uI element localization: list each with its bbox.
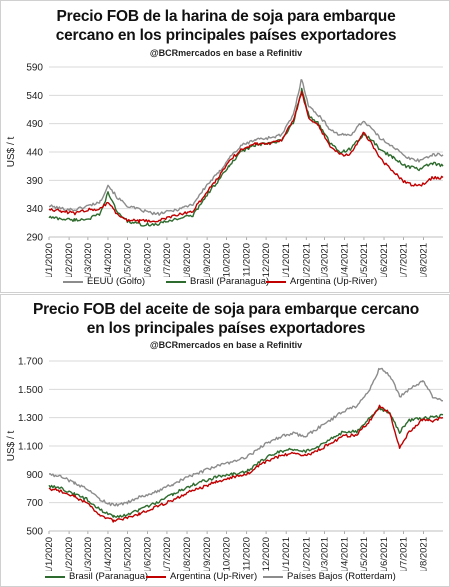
y-tick-label: 390 bbox=[26, 176, 43, 187]
x-tick-label: 1/5/2021 bbox=[359, 537, 370, 571]
chart-subtitle: @BCRmercados en base a Refinitiv bbox=[149, 340, 303, 350]
y-tick-label: 490 bbox=[26, 119, 43, 130]
x-tick-label: 1/3/2020 bbox=[83, 243, 94, 277]
y-tick-label: 1.700 bbox=[18, 357, 43, 368]
legend-item: Brasil (Paranagua) bbox=[45, 571, 148, 582]
x-tick-label: 1/12/2020 bbox=[261, 537, 272, 571]
legend-swatch bbox=[45, 575, 65, 578]
legend-label: Argentina (Up-River) bbox=[290, 276, 378, 287]
x-tick-label: 1/11/2020 bbox=[242, 243, 253, 277]
chart-title-line-2: cercano en los principales países export… bbox=[55, 27, 397, 44]
x-tick-label: 1/6/2021 bbox=[379, 243, 390, 277]
legend-swatch bbox=[146, 575, 166, 578]
y-tick-label: 1.300 bbox=[18, 413, 43, 424]
x-tick-label: 1/2/2021 bbox=[301, 537, 312, 571]
oil-price-chart: 500 700 900 1.100 1.300 1.500 1.700 US$ / t 1/1/… bbox=[6, 357, 444, 571]
y-tick-label: 500 bbox=[26, 527, 43, 538]
x-tick-label: 1/6/2021 bbox=[379, 537, 390, 571]
y-tick-label: 1.100 bbox=[18, 442, 43, 453]
legend-item: EEUU (Golfo) bbox=[63, 276, 145, 287]
series-line bbox=[48, 406, 444, 519]
oil-price-chart-panel: Precio FOB del aceite de soja para embar… bbox=[0, 294, 450, 587]
chart-legend: Brasil (Paranagua) Argentina (Up-River) Pa… bbox=[1, 571, 450, 585]
meal-price-chart-panel: Precio FOB de la harina de soja para emb… bbox=[0, 0, 450, 293]
y-tick-label: 340 bbox=[26, 204, 43, 215]
x-tick-label: 1/4/2021 bbox=[340, 537, 351, 571]
x-tick-label: 1/3/2020 bbox=[83, 537, 94, 571]
legend-swatch bbox=[63, 280, 83, 283]
series-line bbox=[48, 87, 444, 227]
y-tick-label: 440 bbox=[26, 148, 43, 159]
y-tick-label: 900 bbox=[26, 470, 43, 481]
y-tick-label: 1.500 bbox=[18, 385, 43, 396]
meal-price-chart: 290 340 390 440 490 540 590 US$ / t 1/1/2020 1/2/… bbox=[6, 63, 444, 277]
x-tick-label: 1/9/2020 bbox=[202, 537, 213, 571]
y-tick-label: 290 bbox=[26, 233, 43, 244]
series-line bbox=[48, 90, 444, 224]
x-tick-label: 1/10/2020 bbox=[222, 243, 233, 277]
series-line bbox=[48, 367, 444, 507]
x-tick-label: 1/6/2020 bbox=[143, 243, 154, 277]
legend-label: Brasil (Paranagua) bbox=[69, 571, 149, 582]
x-tick-label: 1/4/2021 bbox=[340, 243, 351, 277]
y-axis-label: US$ / t bbox=[6, 431, 17, 462]
chart-title-line-2: en los principales países exportadores bbox=[86, 320, 366, 337]
x-tick-label: 1/8/2020 bbox=[182, 243, 193, 277]
x-tick-label: 1/7/2021 bbox=[398, 243, 409, 277]
x-tick-label: 1/1/2021 bbox=[281, 243, 292, 277]
x-tick-label: 1/10/2020 bbox=[222, 537, 233, 571]
legend-item: Brasil (Paranagua) bbox=[166, 276, 269, 287]
legend-label: Brasil (Paranagua) bbox=[190, 276, 270, 287]
chart-subtitle: @BCRmercados en base a Refinitiv bbox=[149, 48, 303, 58]
x-tick-label: 1/11/2020 bbox=[242, 537, 253, 571]
x-tick-label: 1/1/2021 bbox=[281, 537, 292, 571]
legend-swatch bbox=[166, 280, 186, 283]
x-tick-label: 1/5/2020 bbox=[122, 537, 133, 571]
legend-label: Argentina (Up-River) bbox=[170, 571, 258, 582]
x-tick-label: 1/1/2020 bbox=[44, 243, 55, 277]
x-tick-label: 1/7/2020 bbox=[162, 243, 173, 277]
chart-title-line-1: Precio FOB de la harina de soja para emb… bbox=[56, 8, 396, 25]
y-tick-label: 590 bbox=[26, 63, 43, 74]
x-tick-label: 1/2/2020 bbox=[64, 243, 75, 277]
legend-label: Países Bajos (Rotterdam) bbox=[287, 571, 396, 582]
chart-legend: EEUU (Golfo) Brasil (Paranagua) Argentina … bbox=[1, 276, 450, 290]
legend-swatch bbox=[263, 575, 283, 578]
x-tick-label: 1/3/2021 bbox=[319, 243, 330, 277]
x-tick-label: 1/12/2020 bbox=[261, 243, 272, 277]
x-tick-label: 1/2/2021 bbox=[301, 243, 312, 277]
series-line bbox=[48, 79, 444, 216]
y-tick-label: 700 bbox=[26, 498, 43, 509]
x-tick-label: 1/8/2021 bbox=[419, 243, 430, 277]
x-tick-label: 1/4/2020 bbox=[103, 537, 114, 571]
x-tick-label: 1/7/2020 bbox=[162, 537, 173, 571]
series-line bbox=[48, 404, 444, 523]
legend-item: Países Bajos (Rotterdam) bbox=[263, 571, 396, 582]
legend-label: EEUU (Golfo) bbox=[87, 276, 146, 287]
x-tick-label: 1/7/2021 bbox=[398, 537, 409, 571]
legend-swatch bbox=[266, 280, 286, 283]
legend-item: Argentina (Up-River) bbox=[266, 276, 377, 287]
x-tick-label: 1/9/2020 bbox=[202, 243, 213, 277]
x-tick-label: 1/1/2020 bbox=[44, 537, 55, 571]
y-axis-label: US$ / t bbox=[6, 137, 17, 168]
chart-title-line-1: Precio FOB del aceite de soja para embar… bbox=[32, 301, 420, 318]
x-tick-label: 1/5/2020 bbox=[122, 243, 133, 277]
x-tick-label: 1/5/2021 bbox=[359, 243, 370, 277]
y-tick-label: 540 bbox=[26, 91, 43, 102]
x-tick-label: 1/4/2020 bbox=[103, 243, 114, 277]
x-tick-label: 1/8/2020 bbox=[182, 537, 193, 571]
x-tick-label: 1/8/2021 bbox=[419, 537, 430, 571]
legend-item: Argentina (Up-River) bbox=[146, 571, 257, 582]
x-tick-label: 1/2/2020 bbox=[64, 537, 75, 571]
x-tick-label: 1/3/2021 bbox=[319, 537, 330, 571]
x-tick-label: 1/6/2020 bbox=[143, 537, 154, 571]
